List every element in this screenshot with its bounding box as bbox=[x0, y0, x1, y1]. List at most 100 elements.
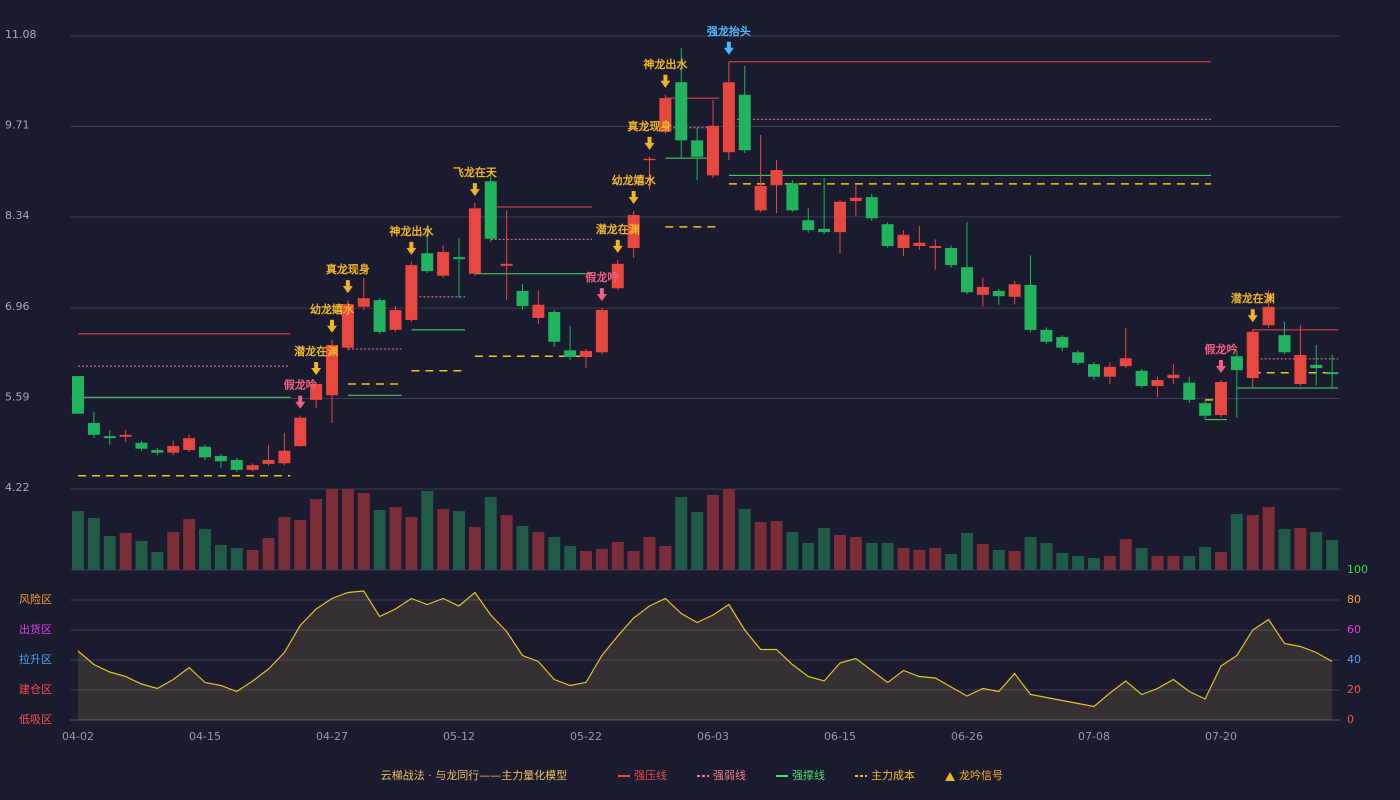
candle-body bbox=[1024, 284, 1037, 330]
volume-bar bbox=[627, 551, 640, 570]
candle-body bbox=[1183, 382, 1196, 400]
volume-bar bbox=[310, 499, 323, 570]
candle-body bbox=[834, 201, 846, 233]
volume-bar bbox=[961, 533, 973, 570]
candle-body bbox=[1262, 306, 1275, 326]
volume-bar bbox=[1310, 532, 1323, 570]
signal-arrow bbox=[342, 280, 353, 294]
candle-body bbox=[516, 290, 529, 307]
candle-body bbox=[72, 376, 84, 414]
volume-bar bbox=[437, 509, 450, 570]
volume-bar bbox=[722, 489, 735, 570]
zone-label: 拉升区 bbox=[19, 652, 52, 666]
signal-label: 真龙现身 bbox=[628, 119, 672, 133]
volume-bar bbox=[135, 541, 148, 570]
signal-label: 强龙抬头 bbox=[707, 24, 751, 38]
candle-body bbox=[246, 465, 259, 470]
candle-body bbox=[659, 98, 672, 132]
candle-body bbox=[1056, 337, 1069, 348]
volume-bar bbox=[818, 528, 831, 570]
volume-bar bbox=[580, 551, 592, 570]
volume-bar bbox=[595, 549, 608, 570]
volume-bar bbox=[199, 529, 211, 570]
candle-body bbox=[722, 82, 735, 153]
signal-label: 假龙吟 bbox=[585, 270, 618, 284]
candle-body bbox=[373, 300, 386, 332]
candle-body bbox=[1008, 284, 1021, 297]
signal-label: 潜龙在渊 bbox=[596, 222, 640, 236]
candle-body bbox=[961, 267, 973, 293]
candle-body bbox=[1103, 366, 1116, 377]
candle-body bbox=[389, 310, 402, 330]
x-tick-label: 05-12 bbox=[443, 730, 475, 743]
volume-bar bbox=[405, 517, 418, 570]
x-tick-label: 04-27 bbox=[316, 730, 348, 743]
volume-bar bbox=[929, 548, 942, 570]
signal-label: 假龙吟 bbox=[1205, 342, 1238, 356]
volume-bar bbox=[373, 510, 386, 570]
osc-area bbox=[78, 591, 1333, 720]
candle-body bbox=[897, 234, 910, 248]
candle-body bbox=[754, 185, 767, 211]
volume-bar bbox=[103, 536, 116, 570]
signal-label: 潜龙在渊 bbox=[294, 344, 338, 358]
candle-body bbox=[230, 459, 243, 470]
volume-bar bbox=[897, 548, 910, 570]
candle-body bbox=[532, 304, 545, 318]
zone-label: 出货区 bbox=[19, 622, 52, 636]
legend-label: 强压线 bbox=[634, 768, 667, 782]
candle-body bbox=[1215, 382, 1227, 416]
osc-tick-label: 20 bbox=[1347, 683, 1361, 696]
x-tick-label: 06-15 bbox=[824, 730, 856, 743]
volume-bar bbox=[357, 493, 370, 570]
candle-body bbox=[976, 286, 989, 295]
volume-bar bbox=[500, 515, 513, 570]
volume-bar bbox=[516, 526, 529, 570]
candle-body bbox=[405, 265, 418, 320]
volume-bar bbox=[1246, 515, 1259, 570]
signal-arrow bbox=[612, 239, 623, 253]
volume-bar bbox=[1278, 529, 1291, 570]
volume-bar bbox=[945, 554, 958, 570]
volume-bar bbox=[1215, 552, 1227, 570]
volume-bar bbox=[262, 538, 275, 570]
volume-bar bbox=[1040, 543, 1053, 570]
x-tick-label: 07-08 bbox=[1078, 730, 1110, 743]
signal-arrow bbox=[311, 362, 322, 376]
volume-bar bbox=[913, 550, 926, 570]
volume-bar bbox=[167, 532, 180, 570]
volume-bar bbox=[294, 520, 307, 570]
candle-body bbox=[881, 224, 894, 246]
x-tick-label: 07-20 bbox=[1205, 730, 1237, 743]
candle-body bbox=[786, 183, 799, 211]
y-tick-label: 9.71 bbox=[5, 118, 30, 131]
candle-body bbox=[119, 434, 132, 437]
volume-bar bbox=[802, 543, 815, 570]
candle-body bbox=[310, 384, 323, 400]
signal-arrow bbox=[295, 395, 306, 409]
y-tick-label: 5.59 bbox=[5, 391, 30, 404]
candle-body bbox=[1278, 335, 1291, 353]
volume-bar bbox=[326, 489, 338, 570]
legend-label: 强弱线 bbox=[713, 768, 746, 782]
volume-bar bbox=[119, 533, 132, 570]
volume-bar bbox=[786, 532, 799, 570]
legend-label: 龙吟信号 bbox=[959, 768, 1003, 782]
candle-body bbox=[945, 247, 958, 266]
signal-arrow bbox=[660, 74, 671, 88]
osc-tick-label: 60 bbox=[1347, 623, 1361, 636]
candle-body bbox=[849, 197, 862, 202]
volume-bar bbox=[1199, 547, 1212, 570]
volume-bar bbox=[1056, 553, 1069, 570]
volume-bar bbox=[532, 532, 545, 570]
candle-body bbox=[865, 197, 878, 219]
candle-body bbox=[1294, 354, 1307, 385]
candle-body bbox=[992, 290, 1005, 297]
candle-body bbox=[770, 170, 783, 186]
candle-body bbox=[929, 245, 942, 248]
signal-label: 神龙出水 bbox=[643, 57, 688, 71]
volume-bar bbox=[1230, 514, 1243, 570]
signal-arrow bbox=[628, 190, 639, 204]
